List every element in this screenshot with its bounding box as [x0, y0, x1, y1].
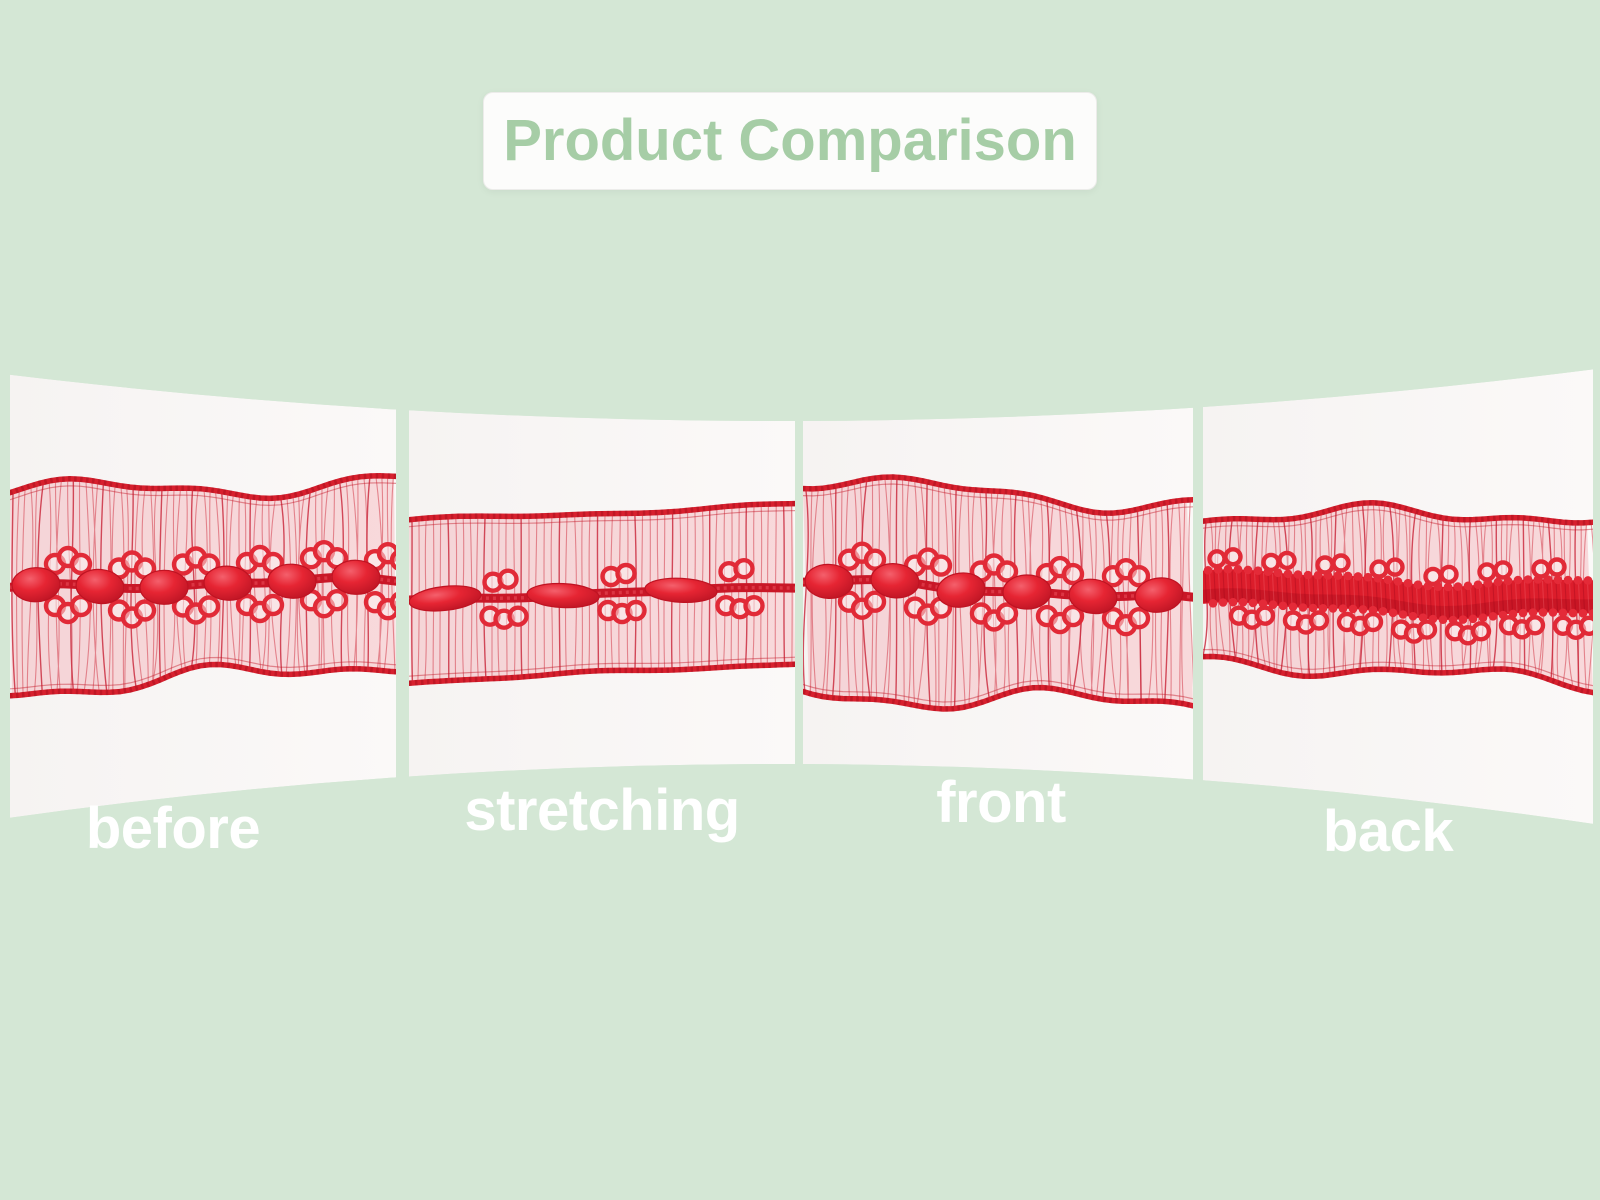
title-box: Product Comparison — [483, 92, 1097, 190]
panel-label-front: front — [936, 770, 1066, 835]
panel-label-before: before — [85, 796, 261, 861]
photo-panel-back — [1203, 369, 1593, 824]
photo-panel-stretching — [409, 410, 795, 777]
photo-panel-front — [803, 407, 1193, 780]
panel-label-back: back — [1322, 799, 1454, 864]
page-title: Product Comparison — [503, 108, 1077, 173]
panel-label-stretching: stretching — [464, 778, 740, 843]
photo-panel-before — [10, 374, 396, 818]
